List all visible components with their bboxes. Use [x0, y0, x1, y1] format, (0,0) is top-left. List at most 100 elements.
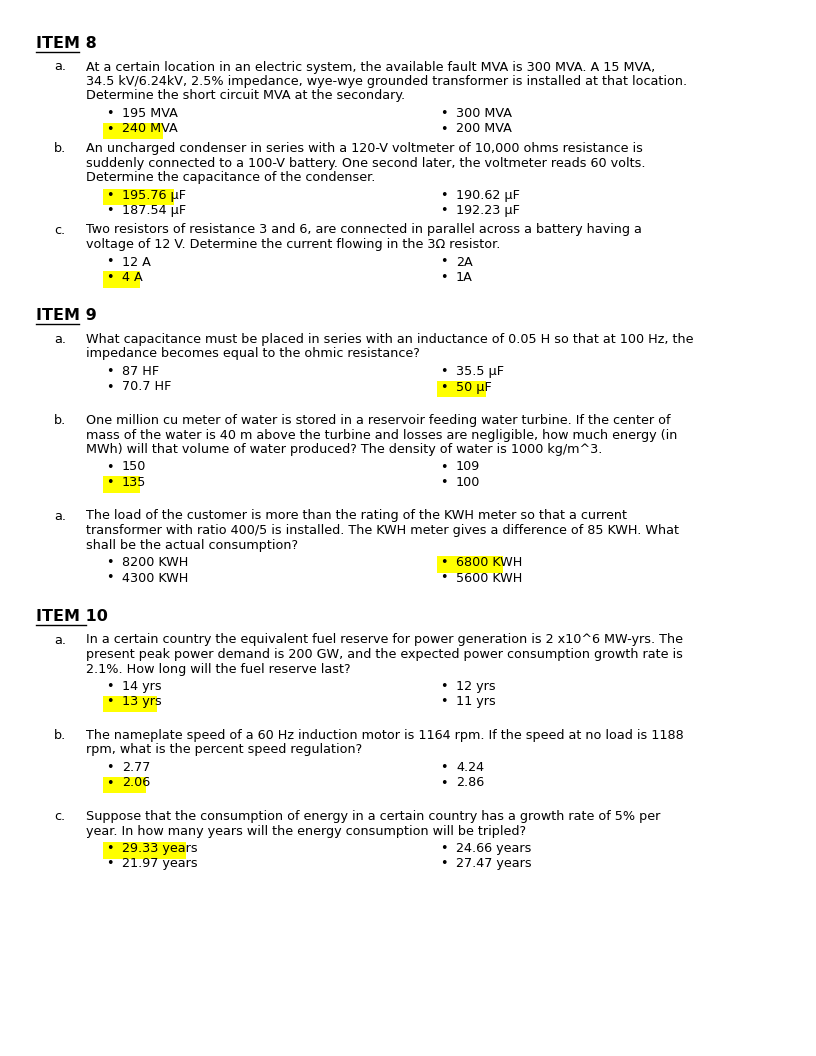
Text: a.: a.	[54, 634, 66, 646]
Text: •: •	[106, 776, 113, 790]
Bar	[437, 380, 486, 397]
Text: •: •	[106, 204, 113, 216]
Text: a.: a.	[54, 60, 66, 74]
Text: 109: 109	[456, 460, 481, 473]
Text: •: •	[440, 204, 447, 216]
Text: 24.66 years: 24.66 years	[456, 842, 531, 855]
Bar	[437, 557, 503, 572]
Text: •: •	[106, 557, 113, 569]
Text: 4.24: 4.24	[456, 761, 484, 774]
Text: 50 μF: 50 μF	[456, 380, 492, 394]
Text: 35.5 μF: 35.5 μF	[456, 365, 504, 378]
Bar	[103, 271, 140, 287]
Text: •: •	[440, 842, 447, 855]
Text: •: •	[106, 271, 113, 284]
Text: •: •	[440, 761, 447, 774]
Text: rpm, what is the percent speed regulation?: rpm, what is the percent speed regulatio…	[86, 743, 362, 756]
Text: 4300 KWH: 4300 KWH	[122, 571, 188, 585]
Text: •: •	[106, 571, 113, 585]
Text: transformer with ratio 400/5 is installed. The KWH meter gives a difference of 8: transformer with ratio 400/5 is installe…	[86, 524, 679, 538]
Text: c.: c.	[54, 224, 65, 237]
Text: What capacitance must be placed in series with an inductance of 0.05 H so that a: What capacitance must be placed in serie…	[86, 333, 694, 346]
Text: 195 MVA: 195 MVA	[122, 107, 178, 120]
Text: ITEM 9: ITEM 9	[36, 308, 97, 323]
Text: 4 A: 4 A	[122, 271, 143, 284]
Bar	[103, 776, 146, 793]
Text: •: •	[106, 696, 113, 709]
Text: •: •	[106, 365, 113, 378]
Text: •: •	[106, 476, 113, 489]
Bar	[103, 476, 140, 492]
Text: b.: b.	[54, 142, 66, 155]
Text: 6800 KWH: 6800 KWH	[456, 557, 522, 569]
Text: 2.06: 2.06	[122, 776, 150, 790]
Text: •: •	[440, 122, 447, 135]
Bar	[103, 122, 163, 139]
Text: 150: 150	[122, 460, 146, 473]
Text: At a certain location in an electric system, the available fault MVA is 300 MVA.: At a certain location in an electric sys…	[86, 60, 655, 74]
Text: 8200 KWH: 8200 KWH	[122, 557, 188, 569]
Text: Two resistors of resistance 3 and 6, are connected in parallel across a battery : Two resistors of resistance 3 and 6, are…	[86, 224, 642, 237]
Bar	[103, 842, 186, 859]
Text: Determine the short circuit MVA at the secondary.: Determine the short circuit MVA at the s…	[86, 90, 405, 102]
Text: 192.23 μF: 192.23 μF	[456, 204, 520, 216]
Text: Determine the capacitance of the condenser.: Determine the capacitance of the condens…	[86, 171, 375, 184]
Text: 300 MVA: 300 MVA	[456, 107, 512, 120]
Text: 2A: 2A	[456, 256, 472, 268]
Text: •: •	[440, 857, 447, 870]
Text: 190.62 μF: 190.62 μF	[456, 189, 520, 202]
Text: MWh) will that volume of water produced? The density of water is 1000 kg/m^3.: MWh) will that volume of water produced?…	[86, 444, 602, 456]
Text: •: •	[106, 761, 113, 774]
Text: 2.1%. How long will the fuel reserve last?: 2.1%. How long will the fuel reserve las…	[86, 662, 351, 676]
Text: a.: a.	[54, 509, 66, 523]
Text: •: •	[106, 107, 113, 120]
Text: a.: a.	[54, 333, 66, 346]
Text: 195.76 μF: 195.76 μF	[122, 189, 186, 202]
Text: 27.47 years: 27.47 years	[456, 857, 532, 870]
Bar	[103, 189, 175, 205]
Text: •: •	[440, 365, 447, 378]
Text: 13 yrs: 13 yrs	[122, 696, 162, 709]
Text: mass of the water is 40 m above the turbine and losses are negligible, how much : mass of the water is 40 m above the turb…	[86, 429, 677, 441]
Text: •: •	[106, 256, 113, 268]
Text: c.: c.	[54, 810, 65, 823]
Text: •: •	[440, 776, 447, 790]
Text: An uncharged condenser in series with a 120-V voltmeter of 10,000 ohms resistanc: An uncharged condenser in series with a …	[86, 142, 643, 155]
Text: •: •	[440, 571, 447, 585]
Text: ITEM 10: ITEM 10	[36, 609, 108, 624]
Text: •: •	[440, 680, 447, 693]
Text: •: •	[440, 189, 447, 202]
Text: 12 A: 12 A	[122, 256, 151, 268]
Text: Suppose that the consumption of energy in a certain country has a growth rate of: Suppose that the consumption of energy i…	[86, 810, 660, 823]
Text: 34.5 kV/6.24kV, 2.5% impedance, wye-wye grounded transformer is installed at tha: 34.5 kV/6.24kV, 2.5% impedance, wye-wye …	[86, 75, 687, 88]
Text: shall be the actual consumption?: shall be the actual consumption?	[86, 539, 298, 551]
Text: voltage of 12 V. Determine the current flowing in the 3Ω resistor.: voltage of 12 V. Determine the current f…	[86, 238, 500, 251]
Text: present peak power demand is 200 GW, and the expected power consumption growth r: present peak power demand is 200 GW, and…	[86, 648, 683, 661]
Text: •: •	[440, 271, 447, 284]
Text: The load of the customer is more than the rating of the KWH meter so that a curr: The load of the customer is more than th…	[86, 509, 627, 523]
Text: suddenly connected to a 100-V battery. One second later, the voltmeter reads 60 : suddenly connected to a 100-V battery. O…	[86, 156, 645, 170]
Text: 14 yrs: 14 yrs	[122, 680, 162, 693]
Text: •: •	[106, 122, 113, 135]
Text: •: •	[106, 842, 113, 855]
Text: •: •	[106, 857, 113, 870]
Text: •: •	[440, 557, 447, 569]
Text: 12 yrs: 12 yrs	[456, 680, 495, 693]
Bar	[103, 696, 157, 712]
Text: •: •	[440, 256, 447, 268]
Text: 100: 100	[456, 476, 481, 489]
Text: b.: b.	[54, 729, 66, 742]
Text: •: •	[106, 189, 113, 202]
Text: ITEM 8: ITEM 8	[36, 36, 97, 51]
Text: One million cu meter of water is stored in a reservoir feeding water turbine. If: One million cu meter of water is stored …	[86, 414, 671, 427]
Text: 2.77: 2.77	[122, 761, 150, 774]
Text: impedance becomes equal to the ohmic resistance?: impedance becomes equal to the ohmic res…	[86, 347, 420, 360]
Text: •: •	[440, 460, 447, 473]
Text: •: •	[440, 696, 447, 709]
Text: 70.7 HF: 70.7 HF	[122, 380, 171, 394]
Text: 135: 135	[122, 476, 146, 489]
Text: •: •	[106, 680, 113, 693]
Text: 187.54 μF: 187.54 μF	[122, 204, 186, 216]
Text: •: •	[106, 460, 113, 473]
Text: 200 MVA: 200 MVA	[456, 122, 512, 135]
